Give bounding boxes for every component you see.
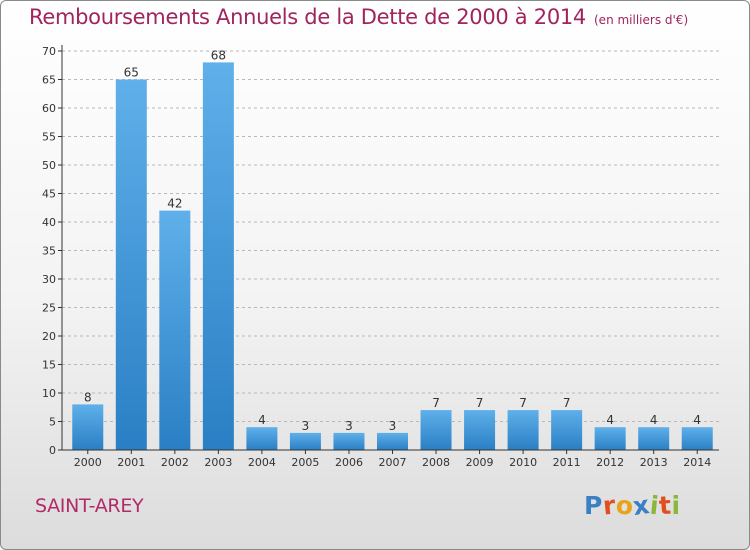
bar-value-label: 65 (124, 66, 139, 80)
bar-2007 (377, 432, 408, 450)
logo-letter: i (671, 491, 681, 520)
bar-2012 (594, 427, 626, 450)
x-tick-label: 2005 (291, 456, 319, 469)
x-tick-label: 2014 (683, 456, 711, 469)
y-tick-label: 20 (42, 330, 56, 343)
bar-value-label: 3 (302, 419, 310, 433)
y-tick-label: 15 (42, 359, 56, 372)
bar-2014 (681, 427, 713, 450)
city-name: SAINT-AREY (35, 495, 144, 517)
bar-value-label: 4 (650, 413, 658, 427)
y-tick-label: 5 (49, 416, 56, 429)
bar-value-label: 42 (167, 197, 182, 211)
bar-value-label: 7 (476, 396, 484, 410)
bar-value-label: 4 (258, 413, 266, 427)
bar-2004 (246, 427, 278, 450)
y-tick-label: 40 (42, 216, 56, 229)
bar-2003 (202, 62, 234, 451)
y-tick-label: 10 (42, 387, 56, 400)
bar-value-label: 7 (519, 396, 527, 410)
bar-value-label: 8 (84, 390, 92, 404)
x-tick-label: 2010 (509, 456, 537, 469)
proxiti-logo: Proxiti (584, 490, 681, 521)
bar-2005 (289, 432, 321, 450)
x-tick-label: 2008 (422, 456, 450, 469)
bar-2008 (420, 410, 452, 450)
bar-value-label: 4 (606, 413, 614, 427)
bar-value-label: 68 (211, 48, 226, 62)
bar-value-label: 7 (563, 396, 571, 410)
logo-letter: P (584, 491, 603, 520)
x-tick-label: 2013 (640, 456, 668, 469)
bar-value-label: 7 (432, 396, 440, 410)
x-tick-label: 2007 (379, 456, 407, 469)
bar-2011 (551, 410, 583, 450)
x-tick-label: 2002 (161, 456, 189, 469)
x-tick-label: 2003 (204, 456, 232, 469)
bars: 8 65 42 68 4 3 3 3 7 7 7 7 4 4 4 (72, 48, 713, 451)
y-tick-label: 70 (42, 45, 56, 58)
chart-title: Remboursements Annuels de la Dette de 20… (29, 5, 586, 29)
y-tick-label: 30 (42, 273, 56, 286)
logo-letter: t (658, 490, 673, 521)
y-tick-label: 45 (42, 188, 56, 201)
bar-2000 (72, 404, 104, 450)
bar-2006 (333, 432, 365, 450)
x-tick-label: 2009 (466, 456, 494, 469)
bar-2013 (638, 427, 670, 450)
bar-value-label: 3 (389, 419, 397, 433)
x-tick-label: 2011 (553, 456, 581, 469)
y-tick-label: 50 (42, 159, 56, 172)
x-tick-label: 2012 (596, 456, 624, 469)
bar-2010 (507, 410, 539, 450)
x-tick-label: 2006 (335, 456, 363, 469)
y-tick-label: 25 (42, 302, 56, 315)
x-tick-label: 2001 (117, 456, 145, 469)
y-tick-label: 60 (42, 102, 56, 115)
bar-value-label: 4 (693, 413, 701, 427)
chart-unit: (en milliers d'€) (594, 13, 689, 27)
y-tick-label: 0 (49, 444, 56, 457)
bar-2001 (115, 79, 147, 450)
y-tick-label: 65 (42, 74, 56, 87)
bar-2009 (464, 410, 496, 450)
bar-value-label: 3 (345, 419, 353, 433)
chart-title-block: Remboursements Annuels de la Dette de 20… (29, 5, 688, 29)
axes: 0 5 10 15 20 25 30 35 40 45 50 55 60 65 70 2000 2001 2002… (42, 45, 719, 469)
x-tick-label: 2004 (248, 456, 276, 469)
y-tick-label: 35 (42, 245, 56, 258)
bar-2002 (159, 210, 191, 450)
x-tick-label: 2000 (74, 456, 102, 469)
y-tick-label: 55 (42, 131, 56, 144)
